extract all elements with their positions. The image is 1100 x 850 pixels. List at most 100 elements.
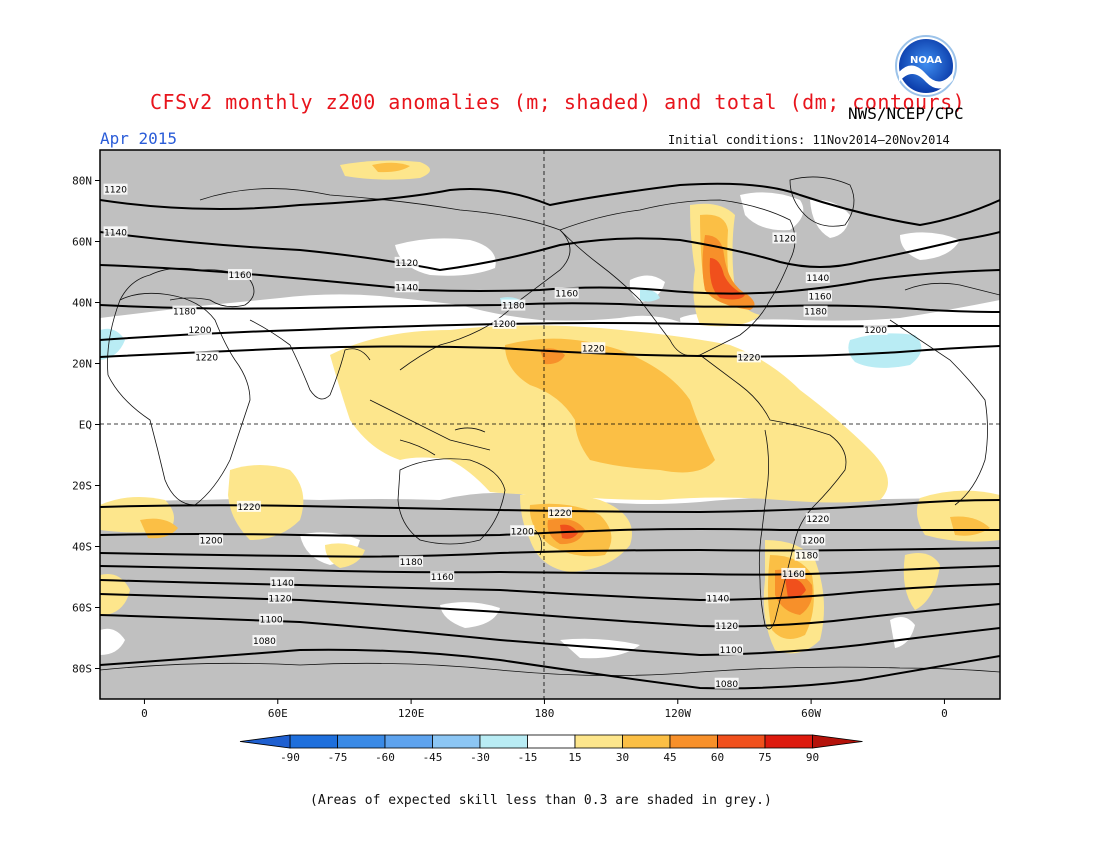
map-layers: 1120 1140 1160 1180 1200 1220 1120 1140 1180 1160… (100, 150, 1000, 699)
contour-label-bg (772, 232, 797, 244)
skill-note: (Areas of expected skill less than 0.3 a… (310, 793, 772, 808)
contour-label: 1180 (804, 308, 827, 318)
lon-tick-label: 0 (141, 707, 148, 720)
contour-1140-north (100, 231, 1000, 272)
lat-tick-label: 60N (72, 236, 92, 249)
contour-label: 1200 (189, 326, 212, 336)
contour-label: 1200 (802, 536, 825, 546)
forecast-month: Apr 2015 (100, 129, 178, 148)
map-title: CFSv2 monthly z200 anomalies (m; shaded)… (150, 90, 966, 114)
longitude-axis: 0 60E 120E 180 120W 60W 0 (141, 699, 948, 720)
contour-1160-south (100, 565, 1000, 576)
colorbar-high-arrow (812, 734, 863, 749)
lon-tick-label: 60W (801, 707, 821, 720)
lon-tick-label: 120E (398, 707, 425, 720)
org-label: NWS/NCEP/CPC (848, 104, 964, 123)
contour-label: 1120 (715, 622, 738, 632)
contour-label: 1220 (582, 344, 605, 354)
contour-1180-south (100, 547, 1000, 558)
height-contours (100, 182, 1000, 690)
contour-1220-south (100, 499, 1000, 514)
contour-label-bg (554, 287, 579, 299)
colorbar-segment (622, 734, 671, 749)
contour-label: 1140 (806, 274, 829, 284)
contour-label-bg (510, 525, 535, 537)
contour-label: 1160 (782, 570, 805, 580)
colorbar-segment (337, 734, 386, 749)
colorbar-segment (527, 734, 576, 749)
contour-1120-south (100, 593, 1000, 628)
contour-label-bg (270, 577, 295, 589)
colorbar-label: -75 (328, 751, 348, 764)
colorbar-segment (669, 734, 718, 749)
contour-label: 1200 (493, 320, 516, 330)
contour-label: 1160 (431, 573, 454, 583)
lat-tick-label: 40N (72, 297, 92, 310)
contour-label-bg (794, 549, 819, 561)
contour-label: 1180 (795, 552, 818, 562)
contour-label: 1140 (706, 594, 729, 604)
lon-tick-label: 60E (268, 707, 288, 720)
contour-label-bg (394, 256, 419, 268)
contour-label: 1120 (269, 594, 292, 604)
contour-label-bg (581, 342, 606, 354)
contour-label-bg (194, 351, 219, 363)
latitude-axis: 80N 60N 40N 20N EQ 20S 40S 60S 80S (72, 175, 100, 676)
contour-label-bg (252, 635, 277, 647)
contour-label-bg (781, 567, 806, 579)
lon-tick-label: 0 (941, 707, 948, 720)
colorbar-segment (384, 734, 433, 749)
colorbar-label: -45 (423, 751, 443, 764)
initial-conditions: Initial conditions: 11Nov2014–20Nov2014 (668, 133, 950, 147)
colorbar-label: -30 (470, 751, 490, 764)
contour-label: 1220 (237, 503, 260, 513)
colorbar-label: 45 (663, 751, 676, 764)
colorbar-segment (432, 734, 481, 749)
contour-label-bg (805, 513, 830, 525)
contour-label-bg (236, 500, 261, 512)
contour-label: 1160 (555, 289, 578, 299)
lat-tick-label: 80S (72, 663, 92, 676)
contour-label: 1120 (104, 186, 127, 196)
colorbar: -90 -75 -60 -45 -30 -15 15 30 45 60 75 90 (239, 734, 863, 764)
colorbar-segment (574, 734, 623, 749)
colorbar-label: 75 (758, 751, 771, 764)
contour-label-bg (172, 305, 197, 317)
noaa-logo-text: NOAA (910, 55, 942, 66)
contour-label: 1180 (400, 558, 423, 568)
contour-label-bg (259, 613, 284, 625)
colorbar-segment (717, 734, 766, 749)
contour-label: 1220 (549, 509, 572, 519)
lon-tick-label: 180 (535, 707, 555, 720)
colorbar-label: -15 (518, 751, 538, 764)
colorbar-label: 30 (616, 751, 629, 764)
contour-label-bg (805, 272, 830, 284)
lat-tick-label: 20S (72, 480, 92, 493)
colorbar-label: 60 (711, 751, 724, 764)
contour-1200-south (100, 528, 1000, 537)
noaa-logo: NOAA (895, 35, 957, 97)
contour-label: 1160 (809, 292, 832, 302)
contour-label: 1180 (173, 308, 196, 318)
contour-label-bg (736, 351, 761, 363)
contour-label: 1120 (395, 259, 418, 269)
colorbar-segment (289, 734, 338, 749)
contour-label-bg (188, 323, 212, 335)
lat-tick-label: EQ (79, 419, 92, 432)
colorbar-low-arrow (239, 734, 291, 749)
anomaly-neg-15-30 (100, 289, 922, 368)
contour-label: 1220 (806, 515, 829, 525)
contour-label-bg (199, 534, 224, 546)
contour-label: 1100 (260, 616, 283, 626)
lat-tick-label: 60S (72, 602, 92, 615)
contour-1120-north (100, 182, 1000, 227)
contour-label-bg (714, 677, 739, 689)
contour-1080-south (100, 648, 1000, 690)
contour-label: 1160 (229, 271, 252, 281)
contour-1220-north (100, 345, 1000, 358)
lat-tick-label: 20N (72, 358, 92, 371)
contour-label-bg (268, 592, 292, 604)
lat-tick-label: 80N (72, 175, 92, 188)
contour-label-bg (719, 644, 744, 656)
colorbar-label: 15 (568, 751, 581, 764)
